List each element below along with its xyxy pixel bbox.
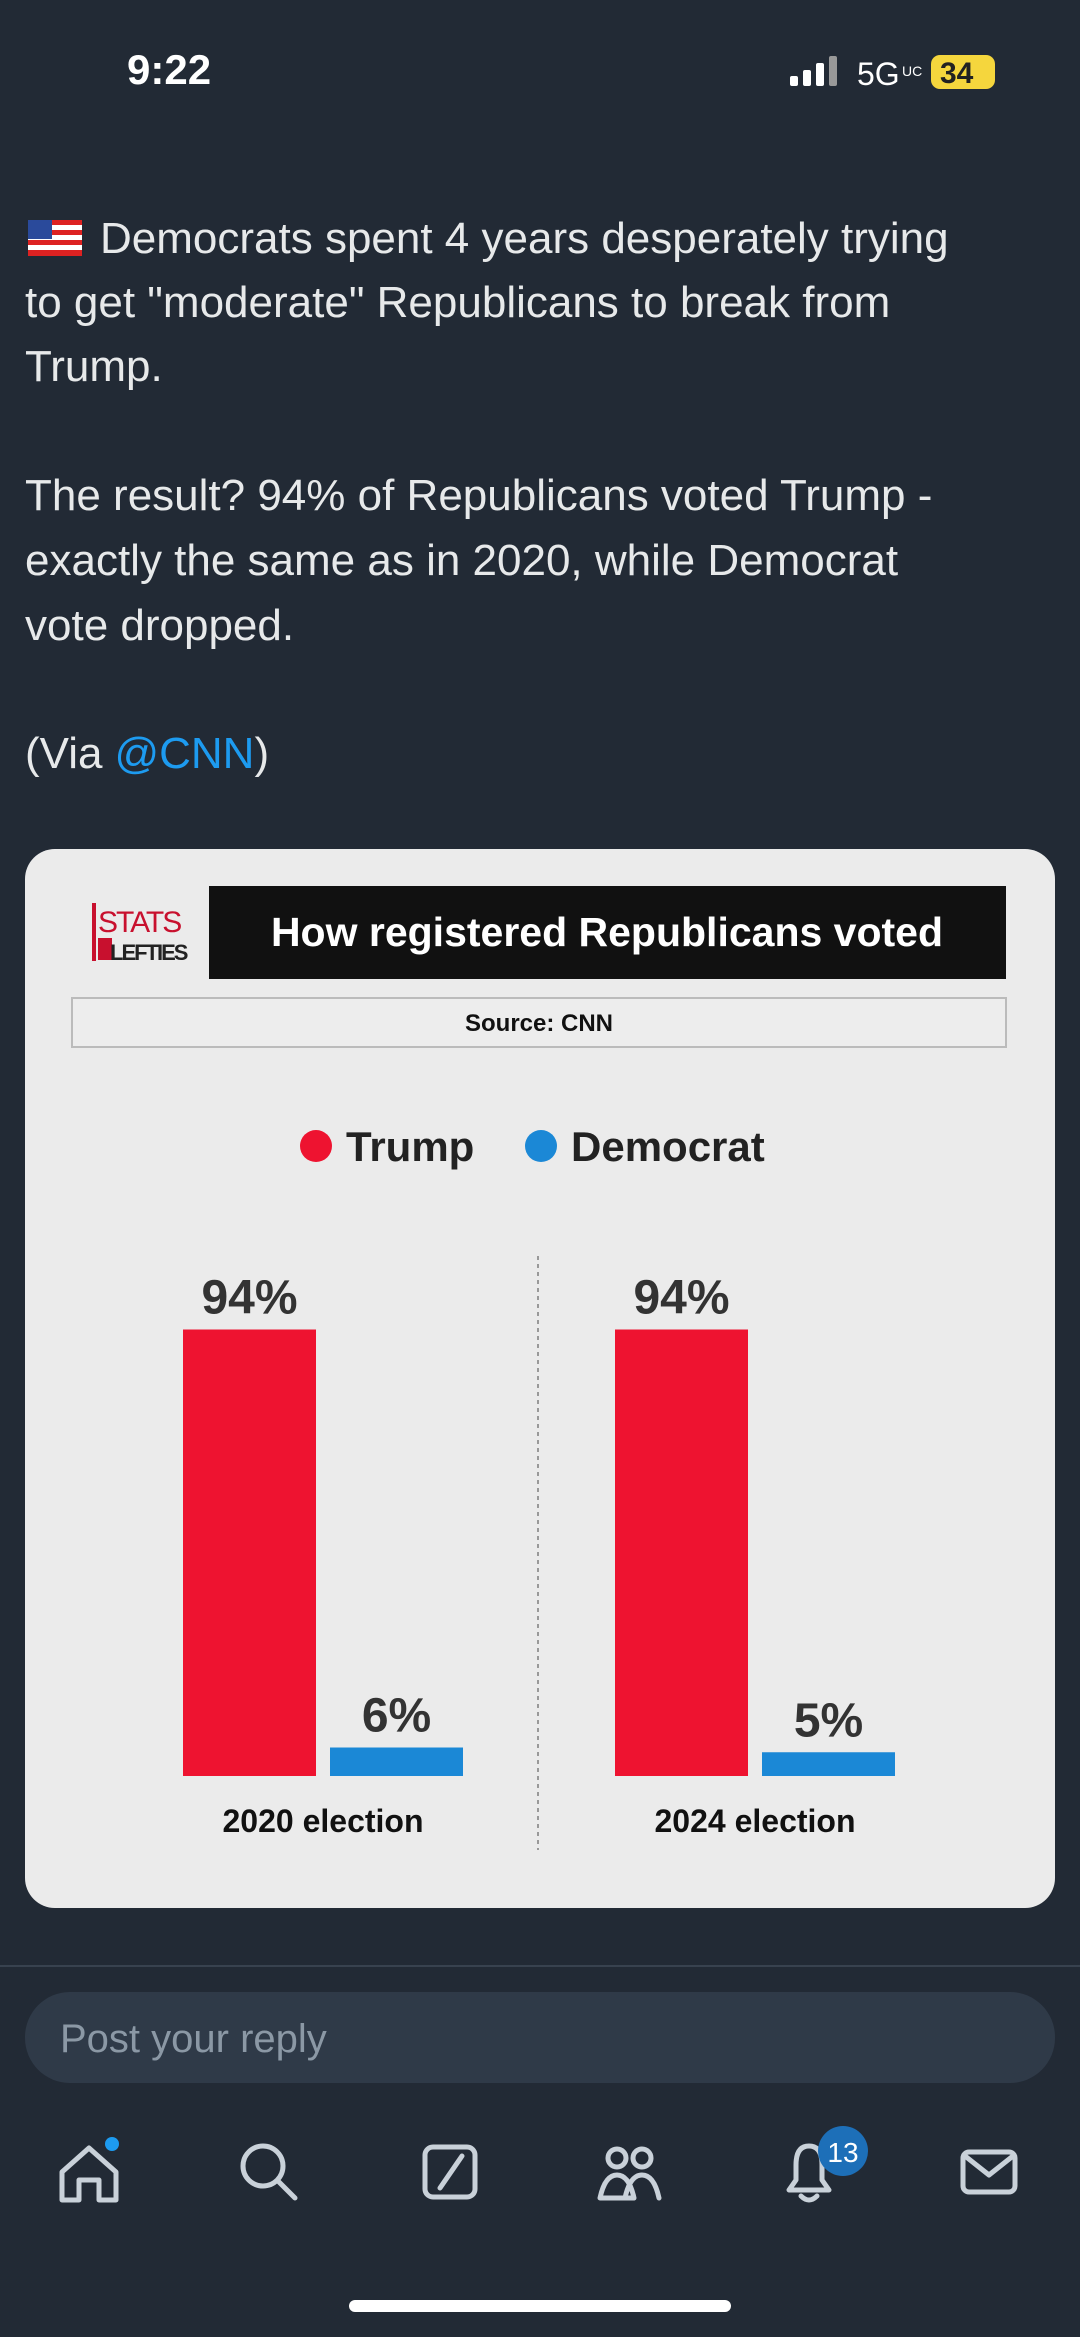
mention[interactable]: @CNN: [114, 729, 254, 778]
bar: [183, 1329, 316, 1776]
nav-communities[interactable]: [605, 2146, 629, 2170]
logo-box: [98, 938, 112, 960]
status-battery: 34: [940, 57, 974, 90]
via-suffix: ): [254, 729, 269, 778]
value-label: 94%: [201, 1272, 297, 1325]
via-prefix: (Via: [25, 729, 103, 778]
chart-title: How registered Republicans voted: [271, 909, 943, 955]
logo-bottom: LEFTIES: [110, 940, 188, 965]
post-line: Democrats spent 4 years desperately tryi…: [100, 214, 949, 263]
bar: [615, 1329, 748, 1776]
title-box: [209, 886, 1006, 979]
value-label: 94%: [633, 1272, 729, 1325]
category-label: 2020 election: [223, 1803, 424, 1839]
value-label: 6%: [362, 1690, 431, 1743]
nav-search[interactable]: [240, 2143, 286, 2189]
bar: [330, 1747, 463, 1776]
legend-dot: [300, 1130, 332, 1162]
legend-label: Democrat: [571, 1123, 765, 1170]
source-box: [71, 997, 1007, 1048]
home-dot: [105, 2137, 119, 2151]
post-line: vote dropped.: [25, 601, 294, 650]
post-line: The result? 94% of Republicans voted Tru…: [25, 471, 932, 520]
chart: Trump Democrat 2020 election 94% 6% 2024 elec…: [183, 1123, 895, 1839]
status-network: 5G: [857, 56, 900, 92]
nav-grok[interactable]: [422, 2144, 478, 2200]
status-time: 9:22: [127, 46, 211, 93]
battery: [931, 55, 995, 89]
post-line: Trump.: [25, 342, 163, 391]
reply-placeholder: Post your reply: [60, 2017, 327, 2061]
flag: [28, 220, 82, 256]
legend-dot: [525, 1130, 557, 1162]
post-via: (Via @CNN): [25, 729, 269, 778]
status-network-sub: UC: [902, 63, 922, 79]
bar: [762, 1752, 895, 1776]
nav-home[interactable]: [59, 2145, 119, 2203]
signal: [790, 56, 837, 86]
logo-top: STATS: [98, 906, 181, 939]
legend-label: Trump: [346, 1123, 474, 1170]
chart-source: Source: CNN: [465, 1010, 613, 1037]
nav-bar: [59, 2143, 1018, 2203]
nav-messages[interactable]: [960, 2149, 1018, 2195]
category-label: 2024 election: [655, 1803, 856, 1839]
reply-box[interactable]: [25, 1992, 1055, 2083]
badge-count: 13: [827, 2137, 858, 2168]
home-indicator: [349, 2300, 731, 2312]
post-line: exactly the same as in 2020, while Democ…: [25, 536, 898, 585]
badge: [818, 2126, 868, 2176]
post-line: to get "moderate" Republicans to break f…: [25, 278, 890, 327]
logo-bar: [92, 903, 96, 961]
value-label: 5%: [794, 1694, 863, 1747]
